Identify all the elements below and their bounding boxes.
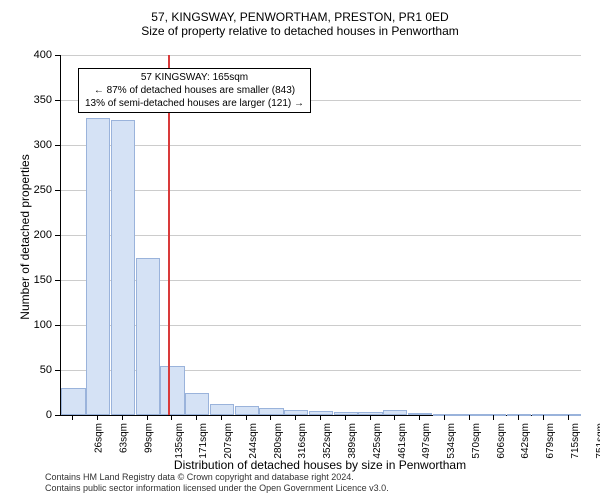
- xtick-mark: [493, 415, 494, 420]
- ytick-mark: [55, 100, 60, 101]
- xtick-mark: [246, 415, 247, 420]
- chart-title-line1: 57, KINGSWAY, PENWORTHAM, PRESTON, PR1 0…: [0, 10, 600, 24]
- footer-line2: Contains public sector information licen…: [45, 483, 389, 494]
- xtick-label: 280sqm: [273, 423, 284, 459]
- gridline: [61, 145, 581, 146]
- x-axis-label: Distribution of detached houses by size …: [60, 458, 580, 472]
- histogram-bar: [556, 414, 580, 416]
- xtick-label: 26sqm: [94, 423, 105, 453]
- histogram-bar: [259, 408, 283, 415]
- xtick-mark: [543, 415, 544, 420]
- xtick-mark: [444, 415, 445, 420]
- ytick-label: 200: [22, 229, 52, 241]
- histogram-bar: [185, 393, 209, 416]
- histogram-bar: [532, 414, 556, 416]
- xtick-label: 316sqm: [298, 423, 309, 459]
- ytick-mark: [55, 235, 60, 236]
- xtick-label: 497sqm: [421, 423, 432, 459]
- xtick-label: 642sqm: [520, 423, 531, 459]
- xtick-label: 135sqm: [174, 423, 185, 459]
- xtick-mark: [171, 415, 172, 420]
- xtick-label: 461sqm: [397, 423, 408, 459]
- xtick-mark: [97, 415, 98, 420]
- xtick-label: 171sqm: [199, 423, 210, 459]
- xtick-label: 352sqm: [322, 423, 333, 459]
- xtick-label: 389sqm: [347, 423, 358, 459]
- ytick-mark: [55, 280, 60, 281]
- chart-subtitle: Size of property relative to detached ho…: [0, 24, 600, 38]
- histogram-bar: [210, 404, 234, 415]
- xtick-mark: [270, 415, 271, 420]
- footer-line1: Contains HM Land Registry data © Crown c…: [45, 472, 389, 483]
- ytick-mark: [55, 415, 60, 416]
- annotation-box: 57 KINGSWAY: 165sqm← 87% of detached hou…: [78, 68, 311, 113]
- xtick-mark: [518, 415, 519, 420]
- xtick-label: 425sqm: [372, 423, 383, 459]
- xtick-label: 63sqm: [119, 423, 130, 453]
- ytick-label: 300: [22, 139, 52, 151]
- xtick-mark: [345, 415, 346, 420]
- xtick-label: 99sqm: [143, 423, 154, 453]
- histogram-bar: [433, 414, 457, 416]
- xtick-mark: [295, 415, 296, 420]
- ytick-mark: [55, 370, 60, 371]
- ytick-label: 100: [22, 319, 52, 331]
- ytick-mark: [55, 325, 60, 326]
- xtick-mark: [72, 415, 73, 420]
- xtick-mark: [147, 415, 148, 420]
- histogram-bar: [235, 406, 259, 415]
- annotation-line1: 57 KINGSWAY: 165sqm: [85, 71, 304, 84]
- xtick-mark: [370, 415, 371, 420]
- xtick-mark: [122, 415, 123, 420]
- footer-attribution: Contains HM Land Registry data © Crown c…: [45, 472, 389, 494]
- xtick-label: 534sqm: [446, 423, 457, 459]
- histogram-bar: [86, 118, 110, 415]
- xtick-label: 570sqm: [471, 423, 482, 459]
- histogram-bar: [334, 412, 358, 415]
- xtick-label: 715sqm: [570, 423, 581, 459]
- ytick-label: 0: [22, 409, 52, 421]
- ytick-mark: [55, 190, 60, 191]
- xtick-mark: [469, 415, 470, 420]
- xtick-mark: [221, 415, 222, 420]
- histogram-bar: [457, 414, 481, 416]
- annotation-line2: ← 87% of detached houses are smaller (84…: [85, 84, 304, 97]
- gridline: [61, 190, 581, 191]
- ytick-mark: [55, 145, 60, 146]
- ytick-label: 250: [22, 184, 52, 196]
- histogram-bar: [111, 120, 135, 415]
- gridline: [61, 55, 581, 56]
- xtick-mark: [196, 415, 197, 420]
- xtick-mark: [394, 415, 395, 420]
- histogram-bar: [136, 258, 160, 416]
- gridline: [61, 235, 581, 236]
- ytick-label: 50: [22, 364, 52, 376]
- xtick-label: 207sqm: [223, 423, 234, 459]
- histogram-bar: [160, 366, 184, 416]
- annotation-line3: 13% of semi-detached houses are larger (…: [85, 97, 304, 110]
- xtick-label: 244sqm: [248, 423, 259, 459]
- xtick-mark: [419, 415, 420, 420]
- xtick-label: 606sqm: [496, 423, 507, 459]
- ytick-label: 350: [22, 94, 52, 106]
- ytick-label: 400: [22, 49, 52, 61]
- xtick-label: 751sqm: [595, 423, 600, 459]
- xtick-mark: [568, 415, 569, 420]
- histogram-bar: [61, 388, 85, 415]
- ytick-mark: [55, 55, 60, 56]
- ytick-label: 150: [22, 274, 52, 286]
- xtick-mark: [320, 415, 321, 420]
- chart-container: 57, KINGSWAY, PENWORTHAM, PRESTON, PR1 0…: [0, 10, 600, 470]
- xtick-label: 679sqm: [545, 423, 556, 459]
